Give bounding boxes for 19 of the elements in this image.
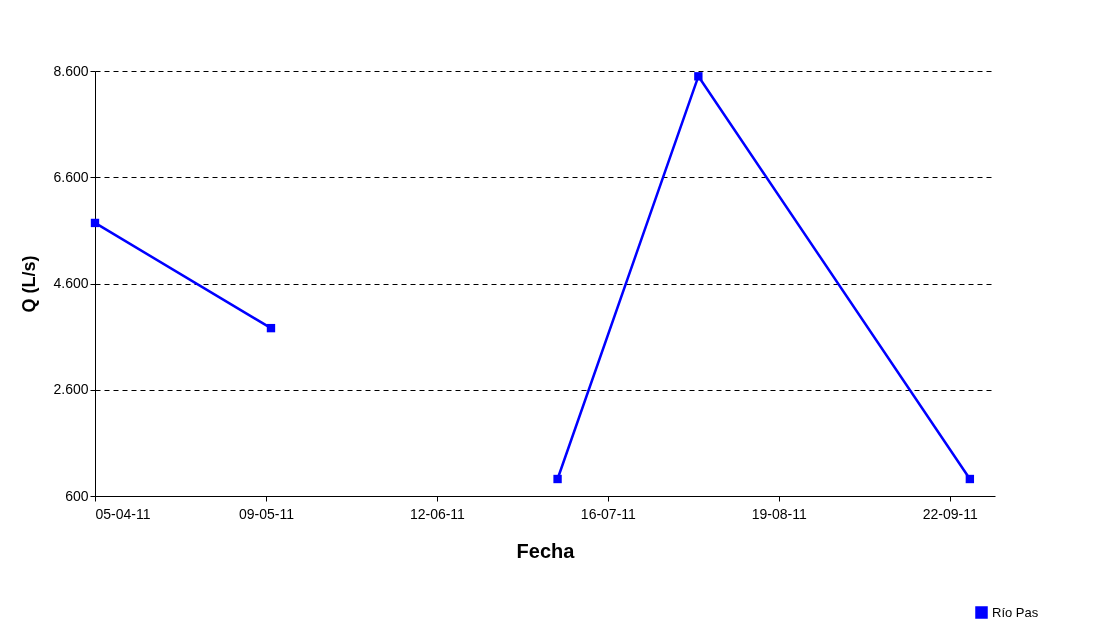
x-tick-label: 19-08-11 — [751, 505, 808, 522]
x-tick-label: 16-07-11 — [580, 505, 637, 522]
y-tick-label: 8.600 — [53, 62, 89, 79]
point — [965, 474, 975, 484]
x-tick-label: 09-05-11 — [238, 505, 295, 522]
point — [90, 218, 100, 228]
x-tick-label: 05-04-11 — [95, 505, 151, 522]
y-tick-label: 2.600 — [53, 381, 89, 398]
y-tick-label: 6.600 — [53, 168, 89, 185]
y-tick-label: 4.600 — [53, 275, 89, 291]
x-axis-title: Fecha — [516, 539, 576, 562]
point — [553, 474, 562, 484]
y-axis-title: Q (L/s) — [19, 255, 40, 313]
x-tick-label: 12-06-11 — [409, 505, 466, 522]
point — [694, 72, 703, 81]
y-tick-label: 600 — [65, 487, 89, 504]
x-tick-label: 22-09-11 — [922, 505, 978, 522]
point — [266, 323, 276, 333]
legend-label: Río Pas — [992, 604, 1039, 620]
